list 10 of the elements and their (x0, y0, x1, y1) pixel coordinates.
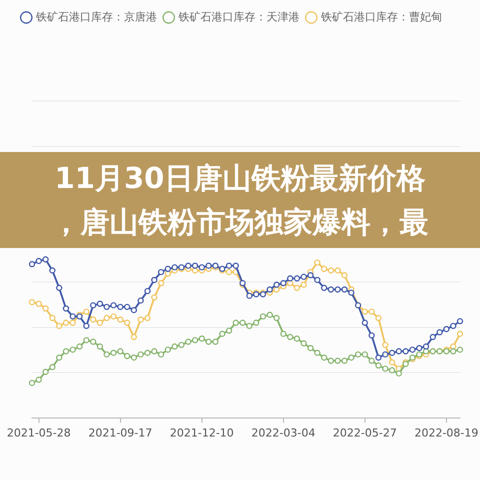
legend-label: 铁矿石港口库存：天津港 (177, 10, 300, 24)
x-tick-label: 2021-09-17 (88, 426, 152, 440)
chart-title: 11月30日唐山铁粉最新价格，唐山铁粉市场独家爆料，最 (50, 160, 430, 241)
x-tick-label: 2022-08-19 (414, 426, 478, 440)
x-tick-label: 2022-03-04 (251, 426, 316, 440)
legend-label: 铁矿石港口库存：京唐港 (34, 10, 157, 24)
x-tick-label: 2021-05-28 (6, 426, 71, 440)
x-tick-label: 2021-12-10 (170, 426, 234, 440)
legend-label: 铁矿石港口库存：曹妃甸 (320, 10, 442, 24)
x-tick-label: 2022-05-27 (332, 426, 397, 440)
